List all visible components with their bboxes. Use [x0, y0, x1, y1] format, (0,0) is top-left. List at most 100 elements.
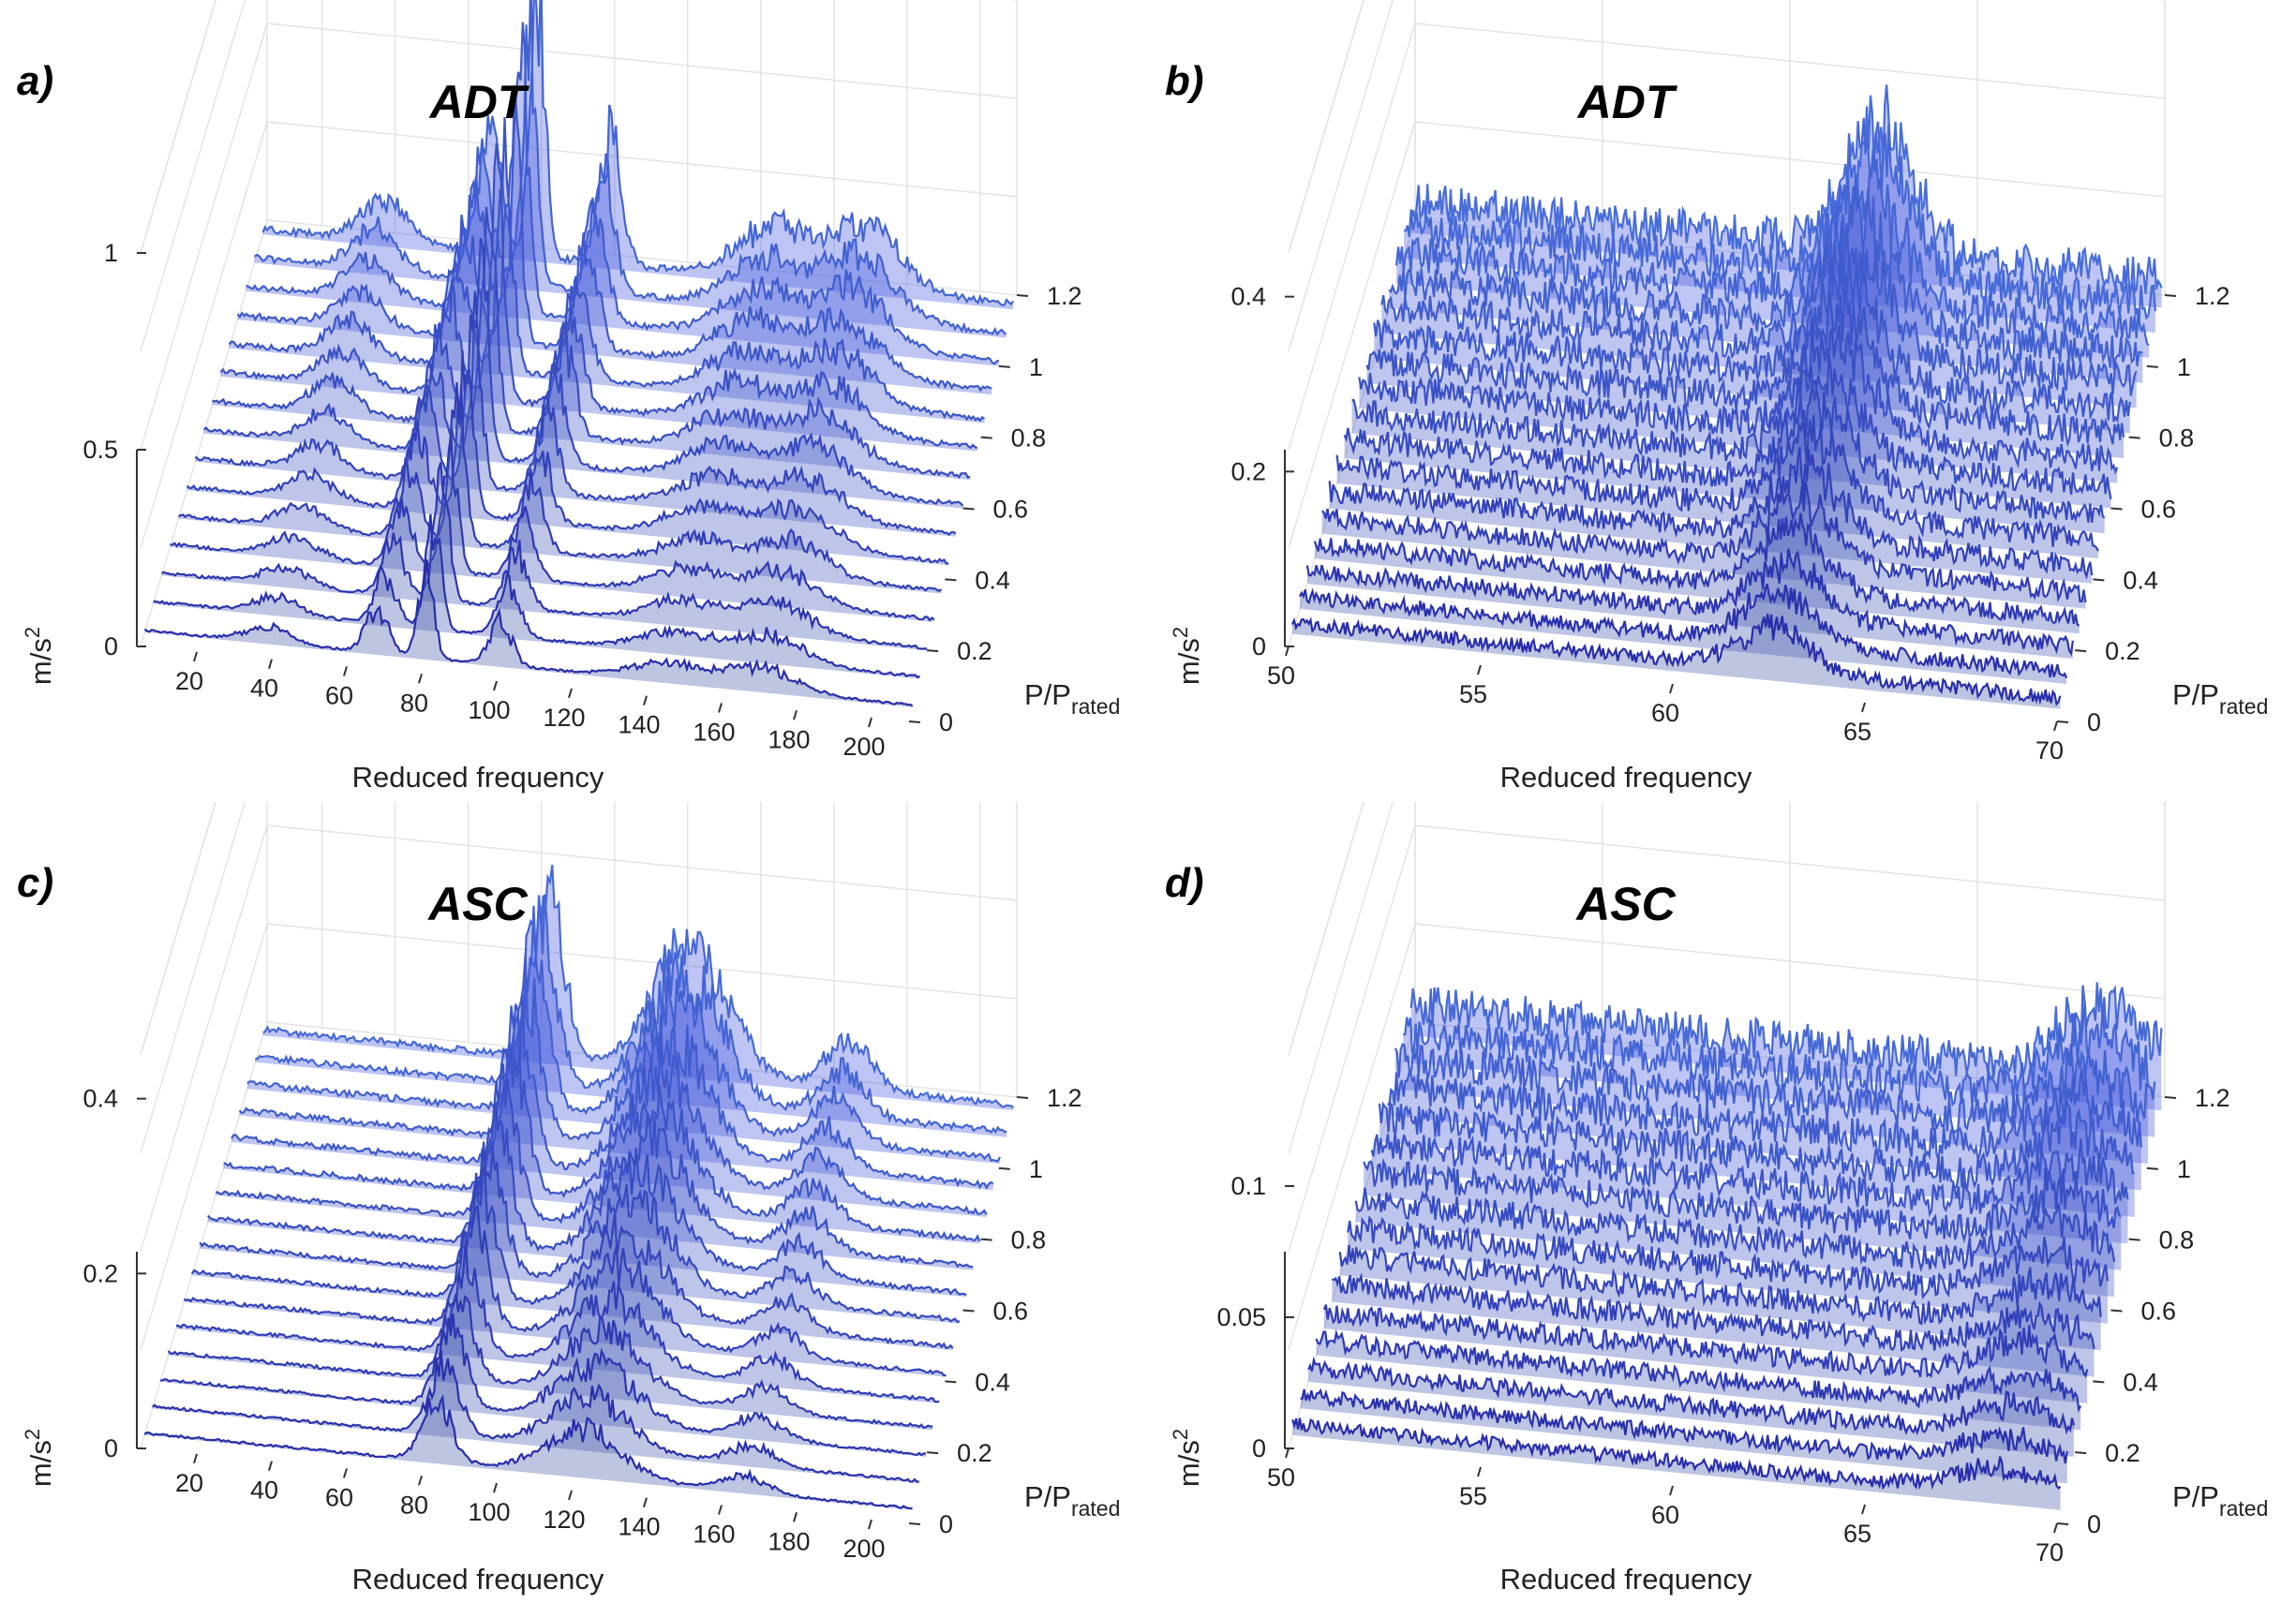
spectrum-slice-fill — [1321, 482, 2086, 609]
spectrum-slice-line — [253, 0, 1007, 336]
y-axis-label-sub: rated — [2219, 694, 2268, 719]
panel-d: 0 0.05 0.1 50 55 60 65 70 0 0.2 0.4 0.6 0.8 1 1.2 Reduc… — [1148, 802, 2296, 1603]
y-tick-label: 0.6 — [993, 496, 1029, 524]
spectrum-slice-fill — [239, 953, 993, 1191]
spectrum-slice-line — [219, 142, 978, 450]
spectrum-slice-fill — [1336, 414, 2098, 558]
spectrum-slice-line — [261, 0, 1015, 306]
spectrum-slice-line — [183, 1203, 947, 1377]
x-tick-label: 60 — [1651, 699, 1679, 727]
chart-title: ASC — [428, 878, 528, 930]
left-wall-gridline — [140, 0, 246, 352]
panel-letter: a) — [17, 58, 54, 104]
x-tick-mark — [793, 710, 798, 720]
spectrum-slice-line — [246, 22, 1000, 365]
spectrum-slice-line — [1380, 221, 2138, 396]
spectrum-slice-line — [1365, 290, 2125, 448]
x-tick-mark — [1669, 683, 1674, 694]
z-axis-label: m/s2 — [1169, 627, 1205, 685]
x-tick-mark — [1669, 1485, 1674, 1496]
left-wall-gridline — [140, 121, 268, 549]
z-tick-label: 0.2 — [1230, 457, 1266, 485]
y-tick-label: 0 — [2087, 708, 2101, 736]
spectrum-slice-line — [206, 1103, 967, 1297]
spectrum-slice-line — [1378, 1099, 2135, 1190]
x-tick-mark — [718, 1505, 723, 1515]
x-tick-label: 20 — [175, 1469, 203, 1497]
x-tick-mark — [643, 1497, 648, 1507]
spectrum-slice-line — [238, 953, 994, 1190]
spectrum-slice-line — [190, 1167, 954, 1350]
spectrum-slice-line — [1298, 583, 2068, 679]
spectrum-slice-line — [1290, 614, 2062, 706]
chart-title: ASC — [1576, 878, 1676, 930]
spectrum-slice-line — [1403, 1002, 2156, 1107]
y-tick-label: 0.8 — [1011, 424, 1047, 453]
y-tick-mark — [945, 1380, 957, 1384]
left-wall-gridline — [140, 824, 268, 1253]
spectrum-slice-line — [152, 1349, 919, 1483]
y-tick-label: 0.4 — [975, 566, 1010, 594]
x-tick-mark — [1285, 1447, 1290, 1459]
spectrum-slice-fill — [1339, 1244, 2101, 1351]
z-axis-label-sup: 2 — [21, 627, 44, 638]
spectrum-slice-line — [1409, 84, 2163, 297]
spectrum-slice-fill — [1371, 1132, 2128, 1244]
left-wall-gridline — [140, 802, 246, 1154]
spectrum-slice-line — [1322, 1304, 2089, 1379]
y-tick-mark — [2146, 364, 2158, 368]
spectrum-slice-fill — [262, 865, 1014, 1111]
spectrum-slice-line — [1395, 148, 2150, 347]
spectrum-slice-line — [236, 85, 992, 393]
spectrum-slice-fill — [255, 894, 1007, 1137]
x-tick-label: 70 — [2035, 1538, 2064, 1566]
y-tick-label: 1 — [2177, 1155, 2191, 1183]
chart-title: ADT — [1577, 76, 1675, 128]
x-tick-mark — [568, 688, 573, 699]
y-tick-label: 1.2 — [2195, 282, 2230, 310]
z-tick-label: 0 — [1252, 1434, 1266, 1462]
spectrum-slice-fill — [1374, 253, 2130, 434]
z-tick-label: 0.2 — [82, 1259, 118, 1287]
spectrum-slice-line — [262, 865, 1015, 1109]
spectrum-slice-fill — [1299, 584, 2067, 684]
x-tick-label: 55 — [1459, 680, 1487, 708]
spectrum-slice-line — [175, 1239, 940, 1403]
spectrum-slice-line — [1335, 414, 2099, 552]
y-axis-label: P/Prated — [1024, 678, 1120, 719]
y-tick-label: 0.8 — [2159, 424, 2195, 453]
x-axis-label: Reduced frequency — [352, 761, 604, 794]
panel-b: 0 0.2 0.4 50 55 60 65 70 0 0.2 0.4 0.6 0.8 1 1.2 Reduce… — [1148, 0, 2296, 801]
spectrum-slice-line — [246, 918, 1001, 1163]
z-tick-label: 0.1 — [1230, 1172, 1266, 1200]
spectrum-slice-line — [1313, 512, 2080, 627]
left-wall-gridline — [140, 219, 268, 647]
x-tick-label: 65 — [1843, 718, 1871, 746]
left-wall-gridline — [140, 0, 216, 254]
spectrum-slice-line — [1321, 482, 2087, 603]
z-tick-label: 0.5 — [82, 436, 118, 464]
spectrum-slice-line — [177, 382, 943, 592]
x-axis-label: Reduced frequency — [352, 1563, 604, 1596]
x-tick-label: 160 — [693, 718, 735, 746]
x-tick-label: 120 — [543, 1506, 585, 1534]
z-tick-label: 0 — [1252, 632, 1266, 660]
left-wall-gridline — [140, 1021, 268, 1449]
x-tick-mark — [418, 673, 423, 684]
spectrum-slice-line — [153, 513, 920, 679]
x-tick-label: 140 — [618, 711, 660, 739]
x-tick-mark — [1861, 702, 1866, 713]
x-tick-mark — [343, 1468, 348, 1478]
x-tick-mark — [268, 659, 273, 669]
spectrum-slice-line — [161, 462, 928, 650]
y-tick-mark — [2110, 507, 2123, 511]
x-tick-label: 200 — [842, 1535, 885, 1563]
y-tick-label: 0.8 — [2159, 1226, 2195, 1254]
x-tick-label: 70 — [2035, 736, 2064, 764]
z-tick-label: 0 — [104, 1434, 118, 1462]
x-tick-label: 20 — [175, 667, 203, 695]
x-axis-label: Reduced frequency — [1500, 1563, 1752, 1596]
back-wall-gridline — [266, 923, 1018, 1000]
x-tick-mark — [2053, 1522, 2058, 1534]
y-tick-label: 0.4 — [975, 1368, 1010, 1396]
